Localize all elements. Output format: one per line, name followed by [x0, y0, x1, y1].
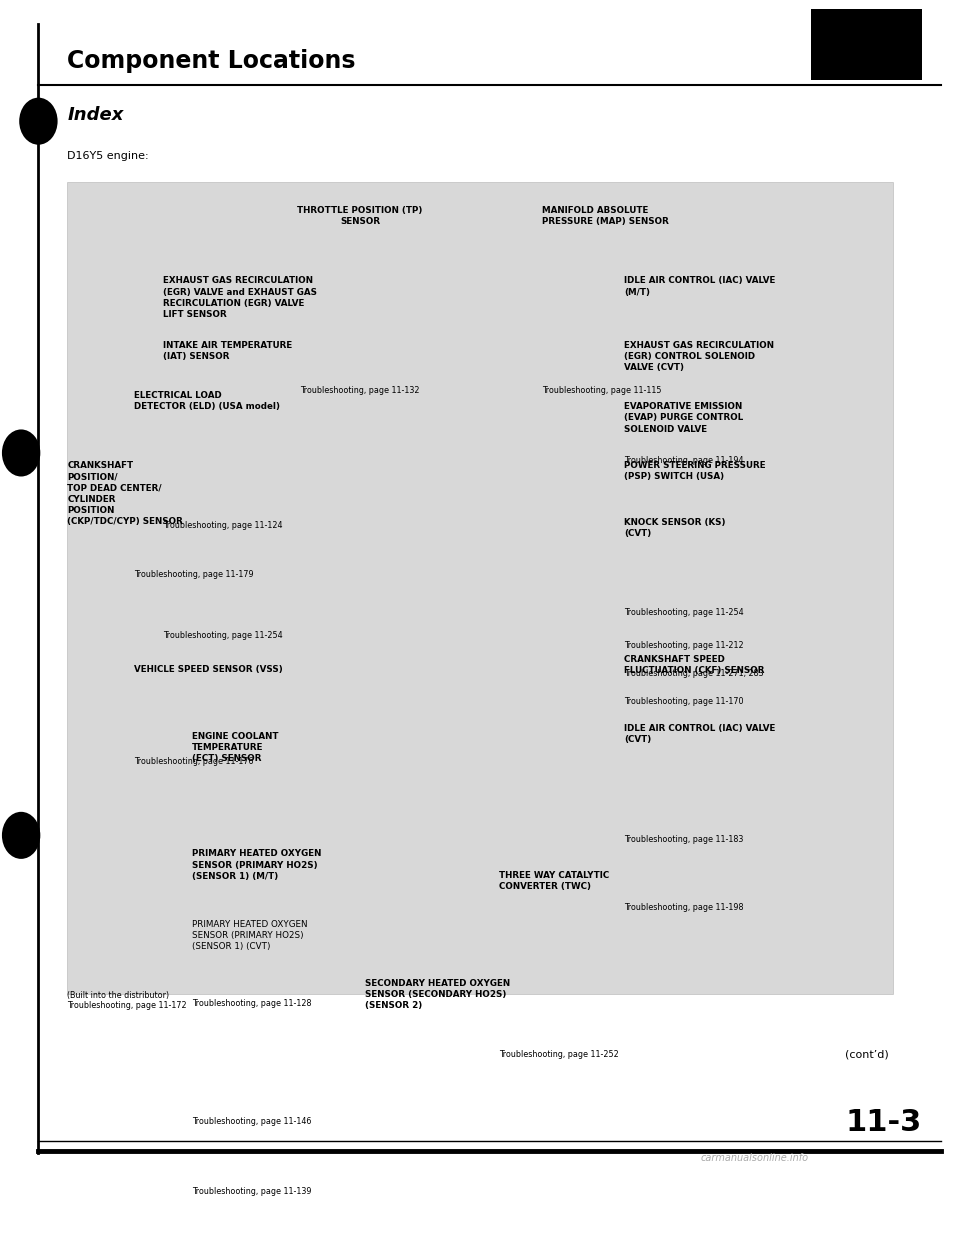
Text: Troubleshooting, page 11-212: Troubleshooting, page 11-212 — [624, 641, 744, 650]
Text: Troubleshooting, page 11-124: Troubleshooting, page 11-124 — [163, 520, 282, 530]
Text: CRANKSHAFT
POSITION/
TOP DEAD CENTER/
CYLINDER
POSITION
(CKP/TDC/CYP) SENSOR: CRANKSHAFT POSITION/ TOP DEAD CENTER/ CY… — [67, 461, 183, 525]
Text: PRIMARY HEATED OXYGEN
SENSOR (PRIMARY HO2S)
(SENSOR 1) (CVT): PRIMARY HEATED OXYGEN SENSOR (PRIMARY HO… — [192, 920, 307, 951]
Text: MANIFOLD ABSOLUTE
PRESSURE (MAP) SENSOR: MANIFOLD ABSOLUTE PRESSURE (MAP) SENSOR — [542, 206, 669, 226]
Text: PRIMARY HEATED OXYGEN
SENSOR (PRIMARY HO2S)
(SENSOR 1) (M/T): PRIMARY HEATED OXYGEN SENSOR (PRIMARY HO… — [192, 850, 322, 881]
Text: Troubleshooting, page 11-179: Troubleshooting, page 11-179 — [134, 570, 254, 579]
Text: ENGINE COOLANT
TEMPERATURE
(ECT) SENSOR: ENGINE COOLANT TEMPERATURE (ECT) SENSOR — [192, 732, 278, 763]
Text: Troubleshooting, page 11-132: Troubleshooting, page 11-132 — [300, 385, 420, 395]
Text: carmanualsonline.info: carmanualsonline.info — [701, 1153, 809, 1163]
Text: (cont’d): (cont’d) — [845, 1049, 889, 1059]
Text: Component Locations: Component Locations — [67, 50, 356, 73]
Bar — [811, 10, 922, 79]
Text: Index: Index — [67, 106, 124, 124]
Circle shape — [2, 430, 40, 477]
Text: Troubleshooting, page 11-254: Troubleshooting, page 11-254 — [624, 609, 744, 617]
Text: KNOCK SENSOR (KS)
(CVT): KNOCK SENSOR (KS) (CVT) — [624, 518, 726, 538]
Text: Troubleshooting, page 11-271, 283: Troubleshooting, page 11-271, 283 — [624, 669, 763, 678]
Text: INTAKE AIR TEMPERATURE
(IAT) SENSOR: INTAKE AIR TEMPERATURE (IAT) SENSOR — [163, 342, 293, 361]
Circle shape — [2, 812, 40, 859]
Text: ELECTRICAL LOAD
DETECTOR (ELD) (USA model): ELECTRICAL LOAD DETECTOR (ELD) (USA mode… — [134, 391, 280, 411]
Text: EXHAUST GAS RECIRCULATION
(EGR) VALVE and EXHAUST GAS
RECIRCULATION (EGR) VALVE
: EXHAUST GAS RECIRCULATION (EGR) VALVE an… — [163, 277, 317, 319]
Text: POWER STEERING PRESSURE
(PSP) SWITCH (USA): POWER STEERING PRESSURE (PSP) SWITCH (US… — [624, 461, 766, 482]
Text: SECONDARY HEATED OXYGEN
SENSOR (SECONDARY HO2S)
(SENSOR 2): SECONDARY HEATED OXYGEN SENSOR (SECONDAR… — [365, 979, 510, 1010]
Text: Troubleshooting, page 11-170: Troubleshooting, page 11-170 — [624, 697, 743, 707]
Text: EVAPORATIVE EMISSION
(EVAP) PURGE CONTROL
SOLENOID VALVE: EVAPORATIVE EMISSION (EVAP) PURGE CONTRO… — [624, 402, 743, 433]
Text: Troubleshooting, page 11-115: Troubleshooting, page 11-115 — [542, 385, 661, 395]
Text: D16Y5 engine:: D16Y5 engine: — [67, 150, 149, 160]
Text: Troubleshooting, page 11-139: Troubleshooting, page 11-139 — [192, 1187, 311, 1196]
Bar — [67, 183, 893, 994]
Text: VEHICLE SPEED SENSOR (VSS): VEHICLE SPEED SENSOR (VSS) — [134, 664, 283, 673]
Text: Troubleshooting, page 11-128: Troubleshooting, page 11-128 — [192, 999, 311, 1009]
Text: Troubleshooting, page 11-176: Troubleshooting, page 11-176 — [134, 756, 253, 766]
Text: EXHAUST GAS RECIRCULATION
(EGR) CONTROL SOLENOID
VALVE (CVT): EXHAUST GAS RECIRCULATION (EGR) CONTROL … — [624, 342, 774, 373]
Text: 11-3: 11-3 — [845, 1108, 922, 1138]
Text: IDLE AIR CONTROL (IAC) VALVE
(CVT): IDLE AIR CONTROL (IAC) VALVE (CVT) — [624, 724, 776, 744]
Text: THROTTLE POSITION (TP)
SENSOR: THROTTLE POSITION (TP) SENSOR — [298, 206, 422, 226]
Text: Troubleshooting, page 11-183: Troubleshooting, page 11-183 — [624, 835, 743, 845]
Text: Troubleshooting, page 11-254: Troubleshooting, page 11-254 — [163, 631, 283, 640]
Text: Troubleshooting, page 11-146: Troubleshooting, page 11-146 — [192, 1117, 311, 1125]
Text: CRANKSHAFT SPEED
FLUCTUATION (CKF) SENSOR: CRANKSHAFT SPEED FLUCTUATION (CKF) SENSO… — [624, 656, 764, 676]
Text: (Built into the distributor)
Troubleshooting, page 11-172: (Built into the distributor) Troubleshoo… — [67, 991, 187, 1010]
Text: Troubleshooting, page 11-194: Troubleshooting, page 11-194 — [624, 456, 743, 465]
Text: IDLE AIR CONTROL (IAC) VALVE
(M/T): IDLE AIR CONTROL (IAC) VALVE (M/T) — [624, 277, 776, 297]
Circle shape — [19, 98, 58, 145]
Text: Troubleshooting, page 11-198: Troubleshooting, page 11-198 — [624, 903, 743, 912]
Text: Troubleshooting, page 11-252: Troubleshooting, page 11-252 — [499, 1051, 619, 1059]
Text: THREE WAY CATALYTIC
CONVERTER (TWC): THREE WAY CATALYTIC CONVERTER (TWC) — [499, 871, 610, 891]
